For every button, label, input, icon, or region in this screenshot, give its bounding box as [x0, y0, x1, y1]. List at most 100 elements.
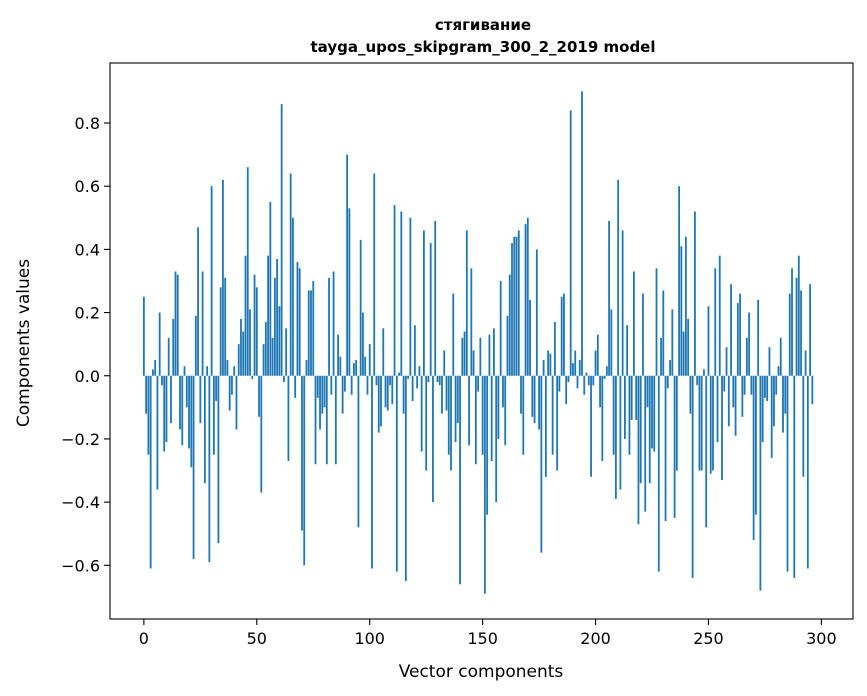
bar — [716, 375, 719, 443]
bar — [633, 271, 635, 376]
bar — [736, 303, 739, 376]
bar — [520, 375, 522, 414]
bar — [605, 366, 608, 376]
bar — [804, 350, 807, 376]
bar — [551, 375, 554, 455]
y-tick-label: 0.4 — [75, 240, 100, 259]
bar — [459, 375, 461, 585]
bar — [761, 375, 764, 443]
bar — [147, 375, 150, 455]
bar — [380, 375, 382, 427]
bar — [540, 375, 543, 553]
bars-group — [142, 91, 814, 594]
bar — [499, 280, 502, 376]
bar — [212, 375, 215, 455]
bar — [770, 375, 773, 458]
bar — [456, 375, 459, 424]
bar — [416, 375, 419, 389]
bar — [413, 325, 416, 376]
bar — [574, 350, 577, 376]
bar — [723, 375, 726, 392]
bar — [359, 239, 362, 376]
bar — [373, 173, 376, 376]
bar — [675, 375, 678, 471]
bar — [260, 375, 263, 493]
bar — [181, 375, 184, 446]
bar — [684, 236, 687, 376]
bar — [678, 186, 681, 376]
bar — [651, 375, 653, 449]
bar — [687, 318, 690, 376]
bar — [174, 271, 177, 376]
bar — [644, 375, 647, 512]
bar — [671, 309, 674, 376]
bar — [199, 375, 202, 424]
bar — [264, 322, 267, 376]
bar — [483, 375, 486, 594]
bar — [404, 375, 407, 582]
bar — [504, 375, 507, 446]
bar — [759, 375, 762, 591]
bar — [547, 350, 550, 376]
bar — [752, 375, 755, 541]
bar — [246, 167, 249, 376]
bar — [314, 375, 317, 465]
bar — [222, 179, 224, 376]
bar — [709, 375, 712, 474]
bar — [298, 268, 301, 376]
bar — [145, 375, 148, 414]
bar — [382, 328, 385, 376]
bar — [282, 375, 285, 383]
bar — [343, 375, 346, 392]
bar — [156, 375, 159, 490]
x-tick-label: 300 — [806, 629, 837, 648]
bar — [576, 375, 579, 389]
bar — [224, 277, 227, 376]
bar — [542, 359, 545, 376]
bar — [637, 375, 640, 525]
bar — [662, 290, 665, 376]
bar — [357, 375, 360, 528]
bar — [251, 375, 254, 379]
bar — [438, 375, 441, 386]
bar — [477, 375, 480, 392]
bar — [563, 293, 565, 376]
bar — [258, 375, 260, 417]
bar — [188, 375, 190, 449]
bar — [323, 375, 326, 408]
y-tick-label: 0.2 — [75, 304, 100, 323]
bar — [197, 227, 199, 376]
bar — [190, 375, 193, 468]
bar — [364, 356, 367, 376]
bar — [660, 337, 662, 376]
bar — [655, 268, 658, 376]
bar — [470, 268, 473, 376]
bar — [425, 375, 428, 471]
bar — [255, 287, 258, 376]
bar — [696, 375, 699, 386]
y-axis-label: Components values — [14, 259, 34, 427]
bar — [811, 375, 814, 405]
bar — [653, 375, 656, 452]
bar — [389, 375, 391, 386]
bar — [142, 296, 145, 376]
bar — [228, 375, 231, 411]
bar — [786, 375, 789, 572]
bar — [165, 375, 168, 443]
bar — [479, 337, 482, 376]
bar — [330, 375, 333, 395]
bar — [748, 312, 751, 376]
bar — [592, 375, 595, 386]
y-tick-label: 0.8 — [75, 114, 100, 133]
bar — [775, 375, 778, 395]
bar — [621, 230, 624, 376]
bar — [463, 331, 466, 376]
bar — [407, 375, 410, 379]
bar — [718, 255, 721, 376]
bar — [572, 363, 574, 376]
bar — [777, 366, 780, 376]
bar — [287, 375, 290, 462]
bar — [712, 375, 714, 471]
bar — [427, 375, 430, 383]
bar — [296, 262, 299, 376]
